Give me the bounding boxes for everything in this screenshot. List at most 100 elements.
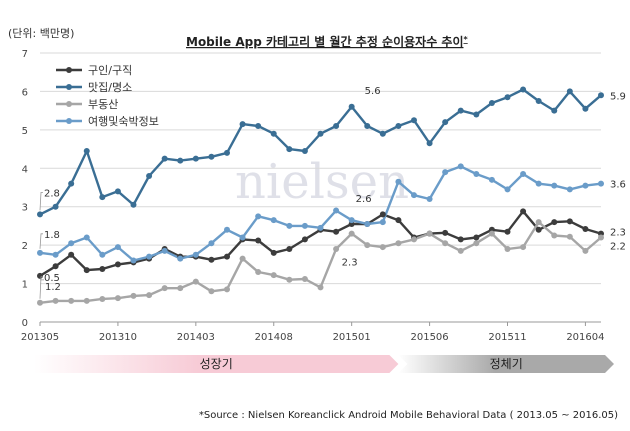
data-point-s2-5 [114,295,121,302]
data-point-s2-36 [598,234,604,241]
data-point-s3-31 [520,171,527,178]
data-point-s3-36 [598,180,604,187]
data-point-s3-18 [317,224,324,231]
data-point-s1-2 [68,180,75,187]
data-label-leader-3 [39,276,43,299]
data-point-s1-4 [99,194,106,201]
data-point-s3-2 [68,240,75,247]
data-point-s3-34 [566,186,573,193]
data-point-s0-30 [504,228,511,235]
data-label-2: 1.2 [45,282,61,293]
data-point-s0-3 [83,267,90,274]
data-point-s2-11 [208,288,215,295]
data-label-7: 5.9 [610,91,626,102]
data-point-s1-26 [442,119,449,126]
phase-label-0: 성장기 [200,357,233,371]
data-point-s0-34 [566,218,573,225]
data-label-6: 2.3 [342,258,358,269]
data-point-s2-9 [177,285,184,292]
data-point-s3-4 [99,251,106,258]
data-point-s3-24 [411,192,417,199]
data-point-s2-19 [333,245,340,252]
x-tick-label-7: 201604 [566,332,604,343]
legend-label-3: 여행및숙박정보 [88,115,159,128]
legend-marker-2 [66,101,72,107]
data-point-s0-12 [224,253,230,260]
y-axis: 0 1 2 3 4 5 6 7 [22,49,28,329]
data-point-s3-22 [379,219,386,226]
data-point-s3-14 [255,213,262,220]
y-tick-label-0: 0 [22,318,28,329]
data-point-s2-3 [83,297,90,304]
data-point-s1-21 [364,123,371,130]
data-point-s0-5 [114,261,121,268]
chart-title-superscript: * [464,35,469,44]
y-tick-label-2: 2 [22,241,28,252]
data-point-s1-19 [333,123,340,130]
data-point-s3-29 [488,176,495,183]
data-point-s1-33 [551,107,558,114]
data-point-s1-5 [114,188,121,195]
legend-marker-1 [66,84,72,90]
data-point-s0-1 [52,263,59,270]
data-point-s3-19 [333,207,340,214]
data-point-s1-36 [598,92,604,99]
data-point-s1-6 [130,201,137,208]
data-point-s1-13 [239,121,246,128]
data-point-s3-35 [582,182,589,189]
data-point-s2-33 [551,232,558,239]
data-point-s1-24 [411,117,417,124]
data-point-s2-8 [161,285,168,292]
legend-label-2: 부동산 [88,98,118,111]
x-tick-label-6: 201511 [488,332,526,343]
x-tick-label-2: 201403 [177,332,215,343]
data-point-s1-29 [488,99,495,106]
data-point-s1-34 [566,88,573,95]
data-point-s3-13 [239,234,246,241]
data-label-0: 2.8 [44,188,60,199]
data-labels: 2.8 1.8 1.20.5 5.6 2.6 2.3 5.9 3.6 2.3 2.2 [39,86,626,299]
data-point-s2-18 [317,284,324,291]
data-point-s0-28 [473,234,480,241]
data-point-s1-10 [192,155,199,162]
data-point-s2-15 [270,272,277,279]
data-label-4: 5.6 [365,86,381,97]
data-point-s1-11 [208,153,215,160]
data-point-s1-12 [224,149,230,156]
data-point-s3-26 [442,169,449,176]
phase-label-1: 정체기 [490,357,523,371]
data-point-s0-17 [301,236,308,243]
data-point-s1-15 [270,130,277,137]
y-tick-label-7: 7 [22,49,28,60]
data-point-s2-26 [442,240,449,247]
data-point-s0-15 [270,249,277,256]
data-point-s2-35 [582,247,589,254]
data-point-s1-27 [457,107,464,114]
data-point-s0-19 [333,228,340,235]
data-point-s2-23 [395,240,402,247]
legend-label-1: 맛집/명소 [88,81,132,94]
x-tick-label-5: 201506 [410,332,448,343]
data-point-s2-16 [286,276,293,283]
data-point-s2-12 [224,286,230,293]
data-point-s0-4 [99,265,106,272]
data-point-s0-31 [520,208,527,215]
data-point-s1-20 [348,103,355,110]
data-point-s1-28 [473,111,480,118]
y-tick-label-6: 6 [22,87,28,98]
x-axis: 201305 201310 201403 201408 201501 201506 2015… [21,322,605,343]
data-point-s2-31 [520,244,527,251]
data-point-s3-30 [504,186,511,193]
phase-arrow-0 [34,355,399,373]
data-point-s2-27 [457,247,464,254]
data-point-s0-35 [582,226,589,233]
data-point-s3-32 [535,180,542,187]
data-point-s3-16 [286,222,293,229]
x-tick-label-0: 201305 [21,332,59,343]
data-point-s1-14 [255,123,262,130]
data-point-s2-29 [488,230,495,237]
data-point-s3-12 [224,226,230,233]
data-point-s2-17 [301,275,308,282]
